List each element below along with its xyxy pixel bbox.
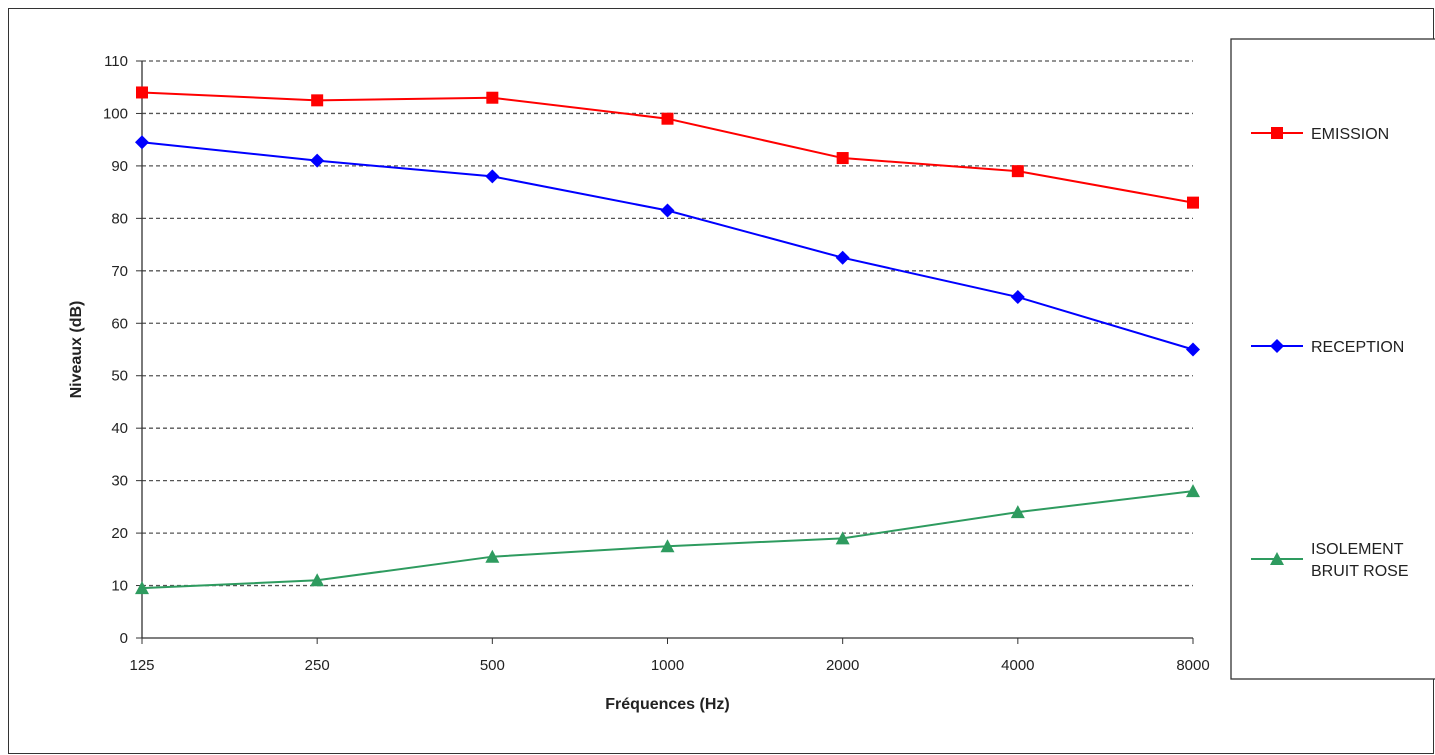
x-tick-label: 8000	[1176, 657, 1209, 674]
x-tick-label: 250	[305, 657, 330, 674]
y-tick-label: 10	[111, 578, 128, 595]
data-point	[835, 531, 850, 545]
y-tick-label: 20	[111, 525, 128, 542]
legend-marker	[1270, 552, 1284, 565]
y-tick-label: 30	[111, 473, 128, 490]
x-tick-label: 125	[129, 657, 154, 674]
y-tick-label: 70	[111, 263, 128, 280]
x-tick-label: 2000	[826, 657, 859, 674]
data-point	[1186, 484, 1200, 498]
y-tick-label: 60	[111, 315, 128, 332]
series-layer	[135, 86, 1200, 595]
legend-marker	[1270, 339, 1284, 353]
line-chart: 0 10 20 30 40 50 60 70 80 90 100 110 125 250 500 1000 20…	[68, 38, 1435, 713]
data-point	[836, 152, 849, 165]
y-tick-label: 100	[103, 105, 128, 122]
y-tick-label: 90	[111, 158, 128, 175]
x-tick-label: 500	[480, 657, 505, 674]
y-tick-label: 80	[111, 210, 128, 227]
data-point	[1186, 342, 1200, 357]
data-point	[661, 112, 674, 125]
x-tick-label: 1000	[651, 657, 684, 674]
legend-item: ISOLEMENT BRUIT ROSE	[1251, 541, 1409, 580]
data-point	[835, 250, 850, 265]
y-tick-label: 0	[120, 630, 128, 647]
series-emission	[136, 86, 1199, 209]
data-point	[135, 581, 149, 595]
legend-box	[1230, 38, 1435, 680]
data-point	[660, 203, 675, 218]
axes: 0 10 20 30 40 50 60 70 80 90 100 110 125 250 500 1000 20…	[103, 53, 1210, 674]
data-point	[311, 94, 324, 107]
y-tick-label: 40	[111, 420, 128, 437]
legend-label: BRUIT ROSE	[1311, 563, 1409, 580]
legend: EMISSION RECEPTION ISOLEMENT BRUIT ROSE	[1230, 38, 1435, 680]
series-isolement-bruit-rose	[135, 484, 1200, 595]
y-tick-label: 110	[104, 53, 128, 70]
data-point	[660, 539, 675, 553]
data-point	[136, 86, 148, 99]
data-point	[310, 153, 325, 168]
data-point	[1010, 505, 1025, 519]
series-line	[141, 91, 1194, 204]
data-point	[485, 549, 500, 563]
legend-item: EMISSION	[1251, 126, 1389, 143]
legend-label: RECEPTION	[1311, 339, 1404, 356]
x-tick-label: 4000	[1001, 657, 1034, 674]
y-axis-title: Niveaux (dB)	[68, 301, 85, 399]
grid	[142, 60, 1193, 587]
legend-label: ISOLEMENT	[1311, 541, 1404, 558]
data-point	[1187, 196, 1199, 209]
y-tick-label: 50	[111, 368, 128, 385]
data-point	[310, 573, 325, 587]
chart-frame: 0 10 20 30 40 50 60 70 80 90 100 110 125 250 500 1000 20…	[8, 8, 1435, 754]
data-point	[135, 135, 149, 150]
data-point	[485, 169, 500, 184]
x-axis-title: Fréquences (Hz)	[605, 696, 729, 713]
data-point	[486, 91, 499, 104]
series-reception	[135, 135, 1200, 357]
data-point	[1010, 290, 1025, 305]
legend-marker	[1271, 127, 1283, 139]
legend-item: RECEPTION	[1251, 339, 1404, 356]
legend-label: EMISSION	[1311, 126, 1389, 143]
data-point	[1011, 165, 1024, 178]
